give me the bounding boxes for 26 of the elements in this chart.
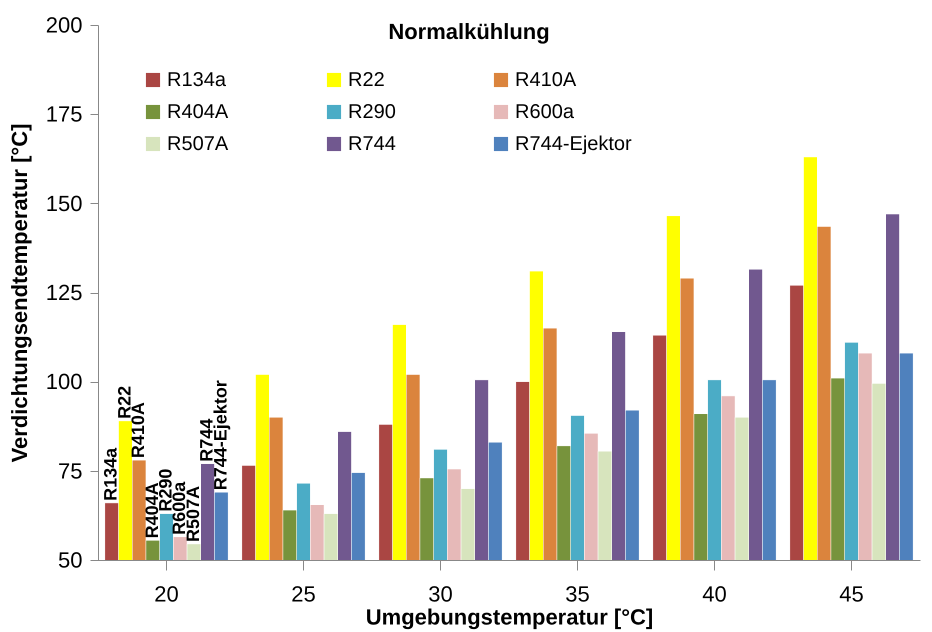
x-tick-label: 30 — [428, 582, 453, 606]
chart-title: Normalkühlung — [388, 19, 550, 44]
x-tick-label: 20 — [154, 582, 179, 606]
legend-label: R410A — [515, 69, 577, 91]
x-axis-title: Umgebungstemperatur [°C] — [366, 604, 654, 630]
y-tick-label: 75 — [58, 458, 82, 484]
x-tick-label: 35 — [565, 582, 590, 606]
y-axis-title: Verdichtungsendtemperatur [°C] — [6, 124, 32, 462]
legend-label: R507A — [167, 133, 229, 155]
legend-label: R600a — [515, 101, 575, 123]
y-tick-label: 100 — [46, 369, 82, 394]
y-tick-label: 50 — [58, 548, 82, 572]
x-tick-label: 25 — [291, 582, 316, 606]
legend-label: R22 — [348, 69, 385, 91]
y-tick-label: 175 — [46, 102, 82, 127]
legend-label: R134a — [167, 69, 227, 91]
legend-label: R290 — [348, 101, 396, 123]
legend-label: R744-Ejektor — [515, 133, 632, 155]
y-tick-label: 150 — [46, 190, 82, 216]
legend-label: R404A — [167, 101, 229, 123]
y-tick-label: 125 — [46, 280, 82, 305]
x-tick-label: 45 — [839, 582, 864, 606]
x-tick-label: 40 — [702, 582, 727, 606]
legend-label: R744 — [348, 133, 396, 155]
annotation: R134a — [100, 446, 121, 501]
y-tick-label: 200 — [46, 12, 82, 38]
